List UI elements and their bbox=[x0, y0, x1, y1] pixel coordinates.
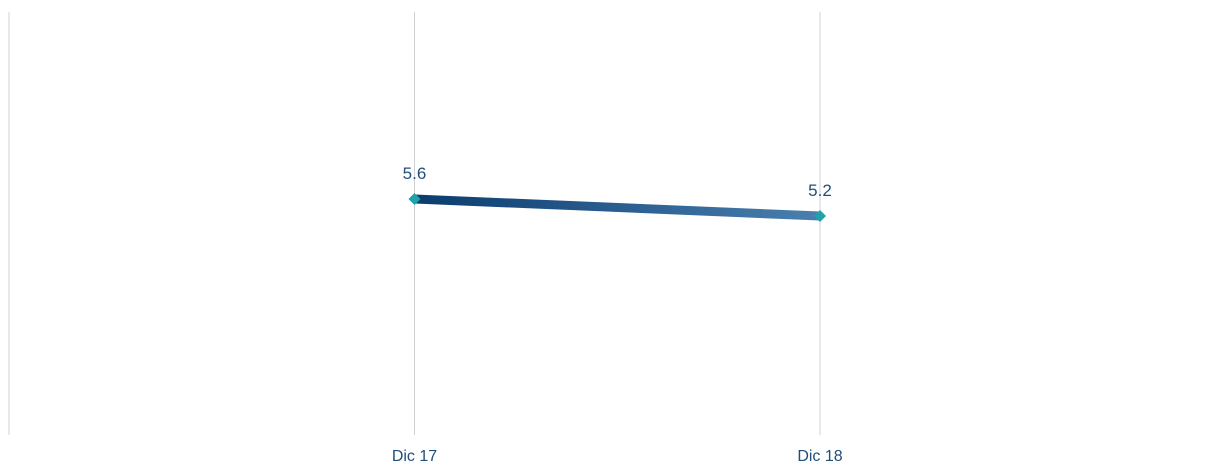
x-tick-label: Dic 17 bbox=[392, 448, 437, 465]
x-axis-ticks: Dic 17 Dic 18 bbox=[392, 448, 843, 465]
data-label-layer: 5.6 5.2 bbox=[403, 164, 832, 200]
x-tick-label: Dic 18 bbox=[797, 448, 842, 465]
data-point-marker bbox=[408, 193, 421, 205]
series-layer bbox=[414, 194, 821, 221]
data-point-marker bbox=[814, 210, 826, 222]
marker-layer bbox=[408, 193, 826, 222]
grid-layer bbox=[8, 12, 821, 435]
series-line bbox=[414, 194, 821, 221]
data-label: 5.2 bbox=[808, 181, 832, 200]
data-label: 5.6 bbox=[403, 164, 427, 183]
